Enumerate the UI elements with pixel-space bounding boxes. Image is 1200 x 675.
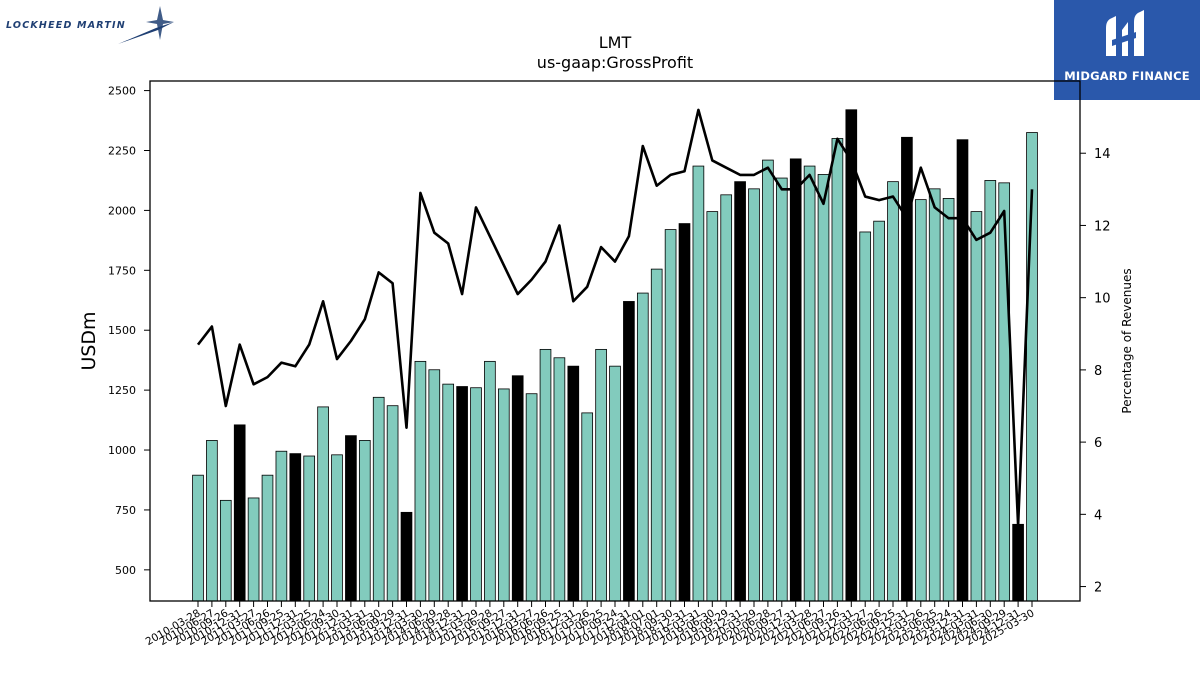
y2-tick-label: 14: [1094, 147, 1111, 162]
bar: [525, 393, 538, 602]
bar: [831, 138, 844, 602]
y-axis-label: USDm: [78, 311, 100, 370]
bar: [511, 375, 524, 602]
bar: [609, 365, 621, 602]
bar: [789, 158, 802, 602]
bar: [206, 440, 218, 602]
bar: [372, 396, 385, 602]
bar: [887, 181, 899, 602]
y-tick-label: 1000: [108, 444, 136, 457]
bar: [233, 424, 246, 602]
bar-series: [192, 109, 1038, 602]
bar: [914, 199, 927, 602]
bar: [970, 211, 983, 602]
bar: [331, 454, 343, 602]
bar: [775, 177, 788, 602]
percentage-line: [196, 108, 1034, 527]
bar: [470, 387, 482, 602]
y2-tick-label: 2: [1094, 581, 1102, 596]
bar: [414, 360, 427, 602]
bar: [748, 188, 760, 602]
y-axis-right: 2 4 6 8 10 12 14: [1080, 147, 1111, 596]
bar: [400, 511, 413, 602]
bar: [456, 386, 468, 602]
y2-tick-label: 8: [1094, 364, 1102, 379]
y2-tick-label: 10: [1094, 292, 1111, 307]
y2-axis-label: Percentage of Revenues: [1120, 268, 1134, 413]
bar: [873, 220, 885, 602]
line-series: [196, 108, 1034, 527]
star-swoosh-icon: [118, 6, 174, 44]
company-logo-text: LOCKHEED MARTIN: [6, 20, 126, 31]
y-tick-label: 500: [115, 564, 136, 577]
bar: [845, 109, 858, 602]
bar: [539, 348, 552, 602]
bar: [636, 292, 649, 602]
bar: [192, 474, 204, 602]
company-logo: LOCKHEED MARTIN: [4, 6, 174, 46]
bar: [734, 181, 746, 602]
bar: [928, 188, 941, 602]
publisher-logo-text: MIDGARD FINANCE: [1064, 69, 1190, 83]
y-axis-left: 500 750 1000 1250 1500 1750 2000 2250 2500: [108, 85, 150, 577]
bar: [650, 268, 663, 602]
y2-tick-label: 12: [1094, 219, 1111, 234]
bar: [762, 159, 774, 602]
bar: [859, 231, 872, 602]
bar: [567, 365, 580, 602]
midgard-m-icon: [1106, 10, 1144, 56]
bar: [317, 406, 329, 602]
chart-title: LMT: [598, 33, 632, 52]
y2-tick-label: 4: [1094, 508, 1102, 523]
y-tick-label: 1750: [108, 264, 136, 277]
y-tick-label: 2500: [108, 85, 136, 98]
bar: [553, 357, 566, 602]
y2-tick-label: 6: [1094, 436, 1102, 451]
y-tick-label: 1250: [108, 384, 136, 397]
bar: [358, 440, 371, 602]
bar: [289, 453, 302, 602]
bar: [275, 450, 288, 602]
bar: [706, 211, 719, 602]
bar: [692, 165, 705, 602]
bar: [623, 301, 635, 602]
bar: [817, 174, 830, 602]
y-tick-label: 2000: [108, 204, 136, 217]
y-tick-label: 2250: [108, 144, 136, 157]
bar: [664, 229, 677, 602]
bar: [1012, 523, 1024, 602]
bar: [984, 180, 997, 602]
y-tick-label: 1500: [108, 324, 136, 337]
bar: [345, 435, 357, 602]
bar: [595, 348, 607, 602]
bar: [678, 223, 691, 602]
bar: [219, 499, 232, 602]
bar: [497, 388, 510, 602]
bar: [247, 497, 260, 602]
bar: [956, 139, 969, 602]
bar: [428, 369, 441, 602]
bar: [581, 412, 594, 602]
bar: [303, 455, 316, 602]
bar: [803, 165, 816, 602]
publisher-logo: MIDGARD FINANCE: [1054, 0, 1200, 100]
chart-subtitle: us-gaap:GrossProfit: [536, 53, 694, 72]
bar: [484, 360, 496, 602]
bar: [386, 405, 399, 602]
bar: [998, 182, 1011, 602]
bar: [442, 383, 455, 602]
y-tick-label: 750: [115, 504, 136, 517]
bar: [261, 474, 274, 602]
x-axis: 2010-03-282010-06-272010-09-262010-12-31…: [144, 601, 1037, 648]
bar: [942, 198, 955, 602]
bar: [720, 194, 733, 602]
